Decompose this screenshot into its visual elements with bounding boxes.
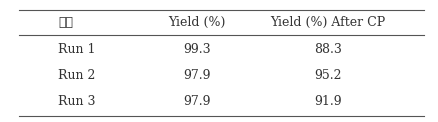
Text: 97.9: 97.9 xyxy=(184,69,211,82)
Text: 97.9: 97.9 xyxy=(184,95,211,108)
Text: Yield (%) After CP: Yield (%) After CP xyxy=(270,16,385,29)
Text: 91.9: 91.9 xyxy=(314,95,342,108)
Text: 88.3: 88.3 xyxy=(314,43,342,56)
Text: Run 3: Run 3 xyxy=(58,95,95,108)
Text: Run 1: Run 1 xyxy=(58,43,95,56)
Text: Run 2: Run 2 xyxy=(58,69,95,82)
Text: Yield (%): Yield (%) xyxy=(169,16,226,29)
Text: 시료: 시료 xyxy=(58,16,73,29)
Text: 99.3: 99.3 xyxy=(184,43,211,56)
Text: 95.2: 95.2 xyxy=(314,69,342,82)
